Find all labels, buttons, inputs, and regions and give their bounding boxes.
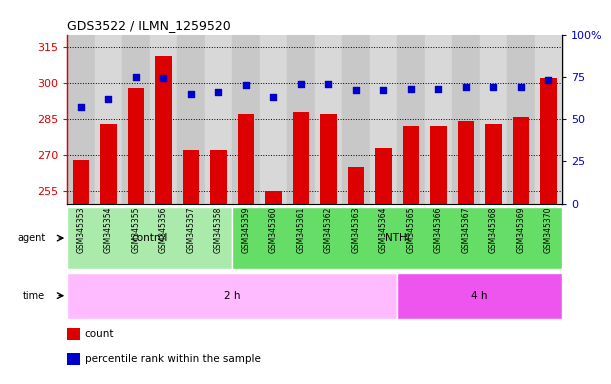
Bar [210, 151, 227, 204]
Bar [150, 35, 177, 204]
Bar [513, 117, 529, 204]
Bar [232, 207, 562, 269]
Bar [315, 35, 342, 204]
Point [214, 89, 224, 95]
Point [406, 86, 415, 92]
Bar [507, 35, 535, 204]
Point [296, 81, 306, 87]
Bar [100, 124, 117, 204]
Bar [67, 328, 79, 340]
Bar [260, 35, 287, 204]
Text: GDS3522 / ILMN_1259520: GDS3522 / ILMN_1259520 [67, 19, 231, 32]
Point [351, 87, 360, 93]
Bar [480, 35, 507, 204]
Bar [232, 35, 260, 204]
Text: 2 h: 2 h [224, 291, 241, 301]
Bar [485, 124, 502, 204]
Bar [458, 121, 474, 204]
Bar [397, 35, 425, 204]
Text: 4 h: 4 h [471, 291, 488, 301]
Bar [67, 273, 397, 319]
Bar [177, 35, 205, 204]
Bar [375, 148, 392, 204]
Bar [348, 167, 364, 204]
Point [516, 84, 526, 90]
Point [104, 96, 114, 102]
Bar [425, 35, 452, 204]
Point [269, 94, 279, 100]
Text: count: count [84, 329, 114, 339]
Bar [535, 35, 562, 204]
Text: time: time [23, 291, 45, 301]
Point [241, 82, 251, 88]
Bar [430, 126, 447, 204]
Bar [287, 35, 315, 204]
Bar [238, 114, 254, 204]
Bar [293, 112, 309, 204]
Bar [73, 160, 89, 204]
Bar [122, 35, 150, 204]
Bar [67, 35, 95, 204]
Point [434, 86, 444, 92]
Point [461, 84, 471, 90]
Bar [67, 353, 79, 365]
Bar [155, 56, 172, 204]
Point [489, 84, 499, 90]
Text: agent: agent [17, 233, 45, 243]
Bar [128, 88, 144, 204]
Text: percentile rank within the sample: percentile rank within the sample [84, 354, 260, 364]
Point [76, 104, 86, 110]
Point [378, 87, 389, 93]
Text: NTHi: NTHi [385, 233, 409, 243]
Bar [370, 35, 397, 204]
Bar [320, 114, 337, 204]
Bar [452, 35, 480, 204]
Point [186, 91, 196, 97]
Bar [397, 273, 562, 319]
Text: control: control [131, 233, 168, 243]
Point [324, 81, 334, 87]
Bar [342, 35, 370, 204]
Bar [183, 151, 199, 204]
Point [131, 74, 141, 80]
Bar [265, 192, 282, 204]
Bar [403, 126, 419, 204]
Bar [95, 35, 122, 204]
Bar [67, 207, 232, 269]
Bar [540, 78, 557, 204]
Point [544, 77, 554, 83]
Point [159, 75, 169, 81]
Bar [205, 35, 232, 204]
